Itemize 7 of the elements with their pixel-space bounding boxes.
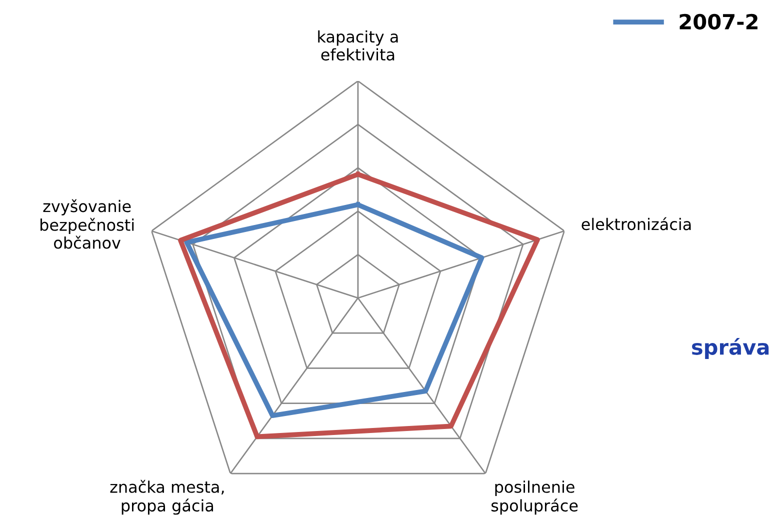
spoke-label: zvyšovanie bezpečnosti občanov [40,199,134,249]
text: správa [692,338,769,359]
spoke-label: elektronizácia [582,217,691,230]
spoke-label: značka mesta, propa gácia [110,480,224,515]
spoke-label: kapacity a efektivita [318,30,398,61]
spoke-label: posilnenie spolupráce [491,480,578,515]
legend-label: 2007-2 [680,14,758,30]
